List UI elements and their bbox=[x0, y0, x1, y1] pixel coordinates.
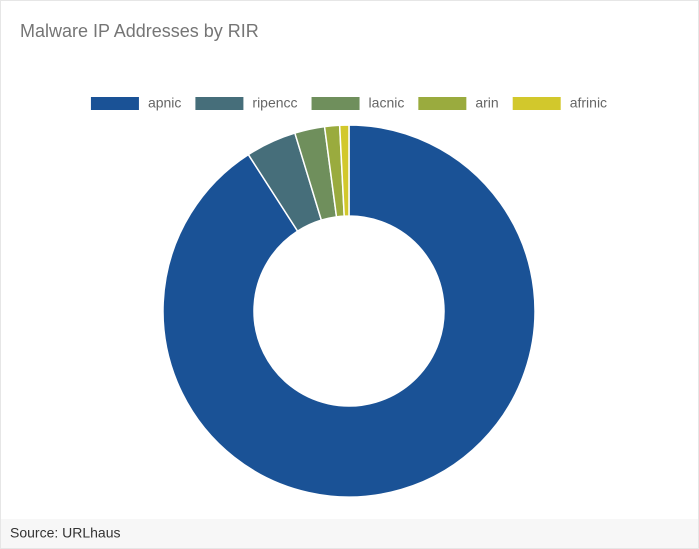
chart-title: Malware IP Addresses by RIR bbox=[20, 21, 259, 41]
legend-swatch bbox=[512, 97, 561, 110]
legend-label: afrinic bbox=[570, 95, 607, 111]
footer bbox=[1, 519, 698, 548]
legend-label: ripencc bbox=[252, 95, 297, 111]
slice bbox=[162, 124, 536, 498]
legend-label: apnic bbox=[148, 95, 181, 111]
legend-swatch bbox=[90, 97, 139, 110]
legend-label: lacnic bbox=[369, 95, 405, 111]
legend-label: arin bbox=[475, 95, 498, 111]
legend-swatch bbox=[195, 97, 244, 110]
source: Source: URLhaus bbox=[10, 525, 121, 541]
slice bbox=[338, 124, 350, 217]
legend-swatch bbox=[418, 97, 467, 110]
legend-swatch bbox=[311, 97, 360, 110]
